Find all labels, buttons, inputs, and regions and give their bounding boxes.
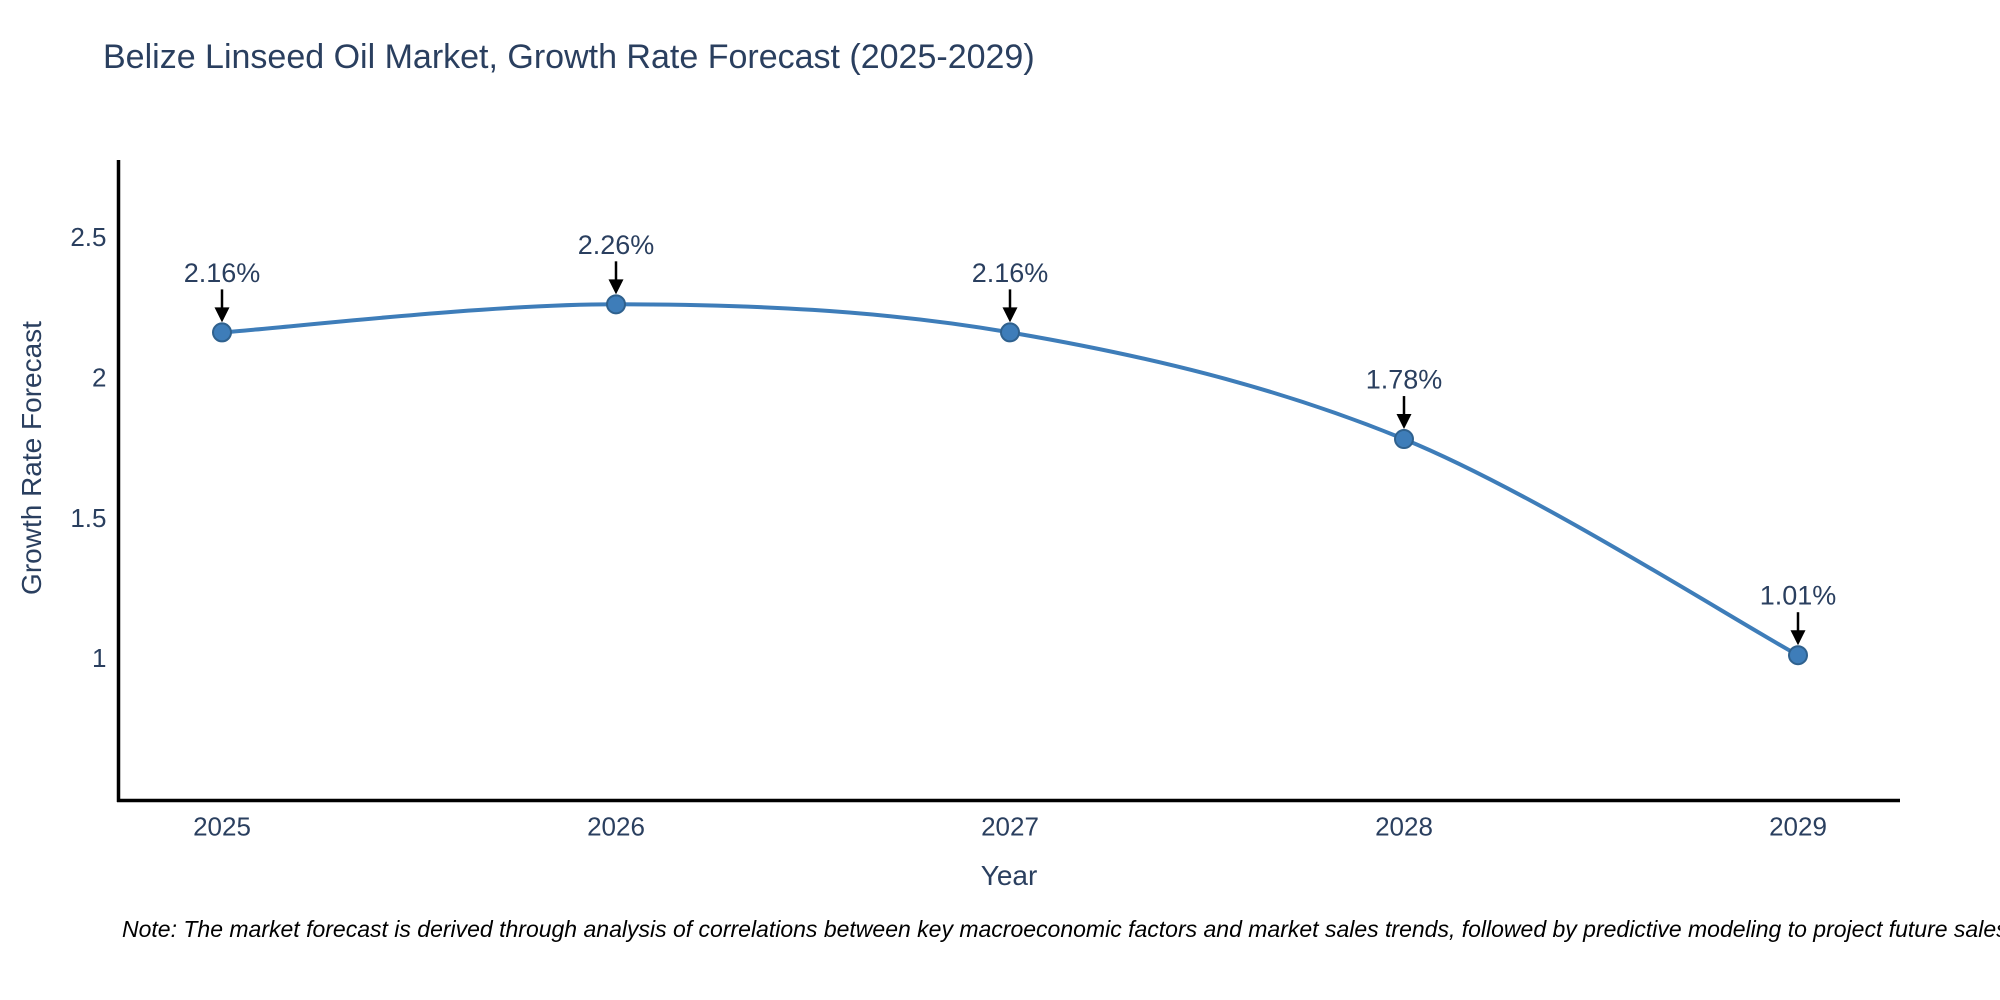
annotation-arrow-head (1790, 630, 1806, 646)
x-tick-label: 2027 (981, 812, 1039, 842)
chart-title: Belize Linseed Oil Market, Growth Rate F… (103, 38, 1035, 76)
y-tick-label: 2 (92, 362, 106, 392)
x-tick-label: 2029 (1769, 812, 1827, 842)
forecast-line (220, 302, 1800, 658)
y-tick-label: 2.5 (70, 222, 106, 252)
data-point-marker (1000, 322, 1020, 343)
footnote: Note: The market forecast is derived thr… (122, 916, 2000, 942)
x-tick-label: 2026 (587, 812, 645, 842)
x-tick-label: 2025 (193, 812, 251, 842)
data-point-label: 2.16% (972, 258, 1049, 288)
data-point-label: 1.78% (1366, 365, 1443, 395)
data-point-label: 2.26% (578, 230, 655, 260)
data-point-marker (1394, 429, 1414, 450)
x-axis-title: Year (980, 860, 1038, 891)
data-point-label: 1.01% (1760, 581, 1837, 611)
data-point-marker (606, 294, 626, 315)
annotation-arrow-head (214, 307, 230, 323)
data-point-label: 2.16% (184, 258, 261, 288)
y-tick-label: 1.5 (70, 503, 106, 533)
x-tick-label: 2028 (1375, 812, 1433, 842)
annotation-arrow-head (1002, 307, 1018, 323)
annotation-arrow-head (608, 279, 624, 295)
y-tick-label: 1 (92, 643, 106, 673)
data-point-marker (1788, 645, 1808, 666)
data-point-marker (212, 322, 232, 343)
annotation-arrow-head (1396, 414, 1412, 430)
